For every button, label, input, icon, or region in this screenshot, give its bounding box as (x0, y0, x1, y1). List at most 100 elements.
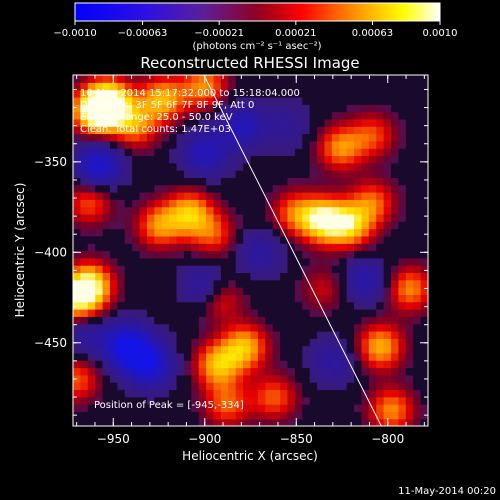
heatmap-cell (132, 309, 141, 317)
heatmap-cell (117, 162, 126, 171)
heatmap-cell (265, 360, 274, 369)
heatmap-cell (235, 287, 244, 295)
heatmap-cell (117, 250, 126, 259)
heatmap-cell (250, 382, 259, 391)
heatmap-cell (109, 389, 118, 398)
heatmap-cell (250, 257, 259, 266)
heatmap-cell (206, 404, 215, 412)
heatmap-cell (265, 294, 274, 303)
heatmap-cell (124, 352, 133, 361)
heatmap-cell (102, 96, 111, 105)
heatmap-cell (220, 75, 229, 83)
heatmap-cell (228, 404, 237, 412)
heatmap-cell (146, 155, 155, 164)
heatmap-cell (183, 235, 192, 244)
heatmap-cell (235, 199, 244, 208)
heatmap-cell (228, 338, 237, 347)
heatmap-cell (391, 221, 400, 230)
heatmap-cell (80, 126, 89, 135)
heatmap-cell (183, 323, 192, 332)
heatmap-cell (420, 206, 428, 215)
heatmap-cell (272, 279, 281, 288)
heatmap-cell (354, 301, 363, 310)
heatmap-cell (169, 418, 178, 426)
heatmap-cell (265, 287, 274, 295)
heatmap-cell (309, 250, 318, 259)
heatmap-cell (169, 345, 178, 354)
heatmap-cell (309, 243, 318, 252)
heatmap-cell (198, 374, 207, 383)
heatmap-cell (220, 257, 229, 266)
heatmap-cell (376, 148, 385, 157)
heatmap-cell (272, 126, 281, 135)
heatmap-cell (376, 82, 385, 91)
heatmap-cell (132, 133, 141, 142)
heatmap-cell (383, 140, 392, 149)
heatmap-cell (243, 111, 252, 120)
heatmap-cell (95, 206, 104, 215)
heatmap-cell (95, 309, 104, 317)
heatmap-cell (280, 126, 289, 135)
heatmap-cell (102, 133, 111, 142)
heatmap-cell (339, 316, 348, 325)
heatmap-cell (154, 301, 163, 310)
heatmap-cell (109, 228, 118, 237)
heatmap-cell (139, 75, 148, 83)
heatmap-cell (294, 199, 303, 208)
heatmap-cell (235, 89, 244, 98)
heatmap-cell (124, 338, 133, 347)
heatmap-cell (376, 411, 385, 420)
heatmap-cell (169, 367, 178, 376)
heatmap-cell (376, 294, 385, 303)
heatmap-cell (287, 75, 296, 83)
heatmap-cell (309, 367, 318, 376)
heatmap-cell (102, 301, 111, 310)
heatmap-cell (220, 404, 229, 412)
heatmap-cell (265, 162, 274, 171)
heatmap-cell (139, 104, 148, 113)
heatmap-cell (109, 404, 118, 412)
heatmap-cell (161, 155, 170, 164)
heatmap-cell (391, 140, 400, 149)
heatmap-cell (117, 374, 126, 383)
heatmap-cell (257, 294, 266, 303)
heatmap-cell (309, 184, 318, 193)
heatmap-cell (265, 257, 274, 266)
heatmap-cell (339, 118, 348, 127)
heatmap-cell (339, 309, 348, 317)
heatmap-cell (73, 184, 81, 193)
heatmap-cell (317, 309, 326, 317)
heatmap-cell (354, 418, 363, 426)
heatmap-cell (339, 411, 348, 420)
heatmap-cell (383, 338, 392, 347)
heatmap-cell (420, 272, 428, 281)
heatmap-cell (354, 155, 363, 164)
heatmap-cell (391, 228, 400, 237)
heatmap-cell (398, 418, 407, 426)
heatmap-cell (169, 184, 178, 193)
heatmap-cell (339, 360, 348, 369)
heatmap-cell (161, 184, 170, 193)
heatmap-cell (139, 118, 148, 127)
heatmap-cell (176, 235, 185, 244)
heatmap-cell (198, 104, 207, 113)
heatmap-cell (213, 389, 222, 398)
heatmap-cell (331, 177, 340, 186)
heatmap-cell (413, 411, 422, 420)
heatmap-cell (169, 309, 178, 317)
heatmap-cell (117, 272, 126, 281)
heatmap-cell (117, 389, 126, 398)
heatmap-cell (132, 360, 141, 369)
heatmap-cell (213, 213, 222, 222)
heatmap-cell (413, 82, 422, 91)
colorbar-ticks: −0.0010 −0.00063 −0.00021 0.00021 0.00063 0.0… (53, 21, 458, 39)
heatmap-cell (161, 352, 170, 361)
heatmap-cell (228, 382, 237, 391)
heatmap-cell (73, 301, 81, 310)
heatmap-cell (354, 104, 363, 113)
heatmap-cell (176, 192, 185, 200)
heatmap-cell (154, 257, 163, 266)
heatmap-cell (220, 338, 229, 347)
heatmap-cell (169, 352, 178, 361)
heatmap-cell (376, 177, 385, 186)
